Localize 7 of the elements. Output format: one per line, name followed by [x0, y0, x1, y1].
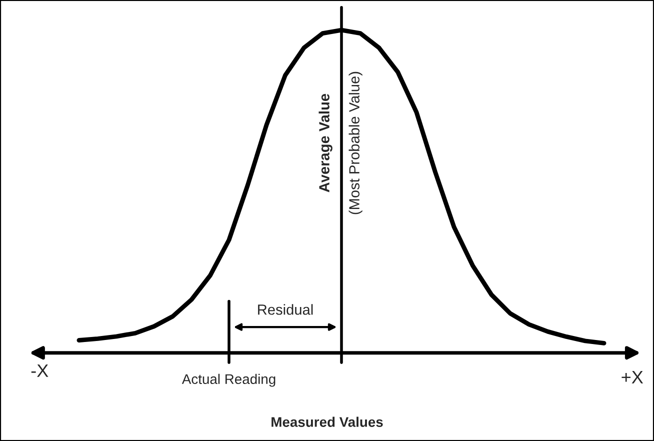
annotation: Residual: [258, 304, 313, 315]
text: +X: [622, 370, 644, 384]
x-axis-title: Measured Values: [272, 416, 383, 427]
annotation: (Most Probable Value): [348, 72, 362, 214]
text: Actual Reading: [182, 374, 276, 387]
annotation: Average Value: [318, 94, 332, 192]
text: -X: [31, 364, 48, 377]
